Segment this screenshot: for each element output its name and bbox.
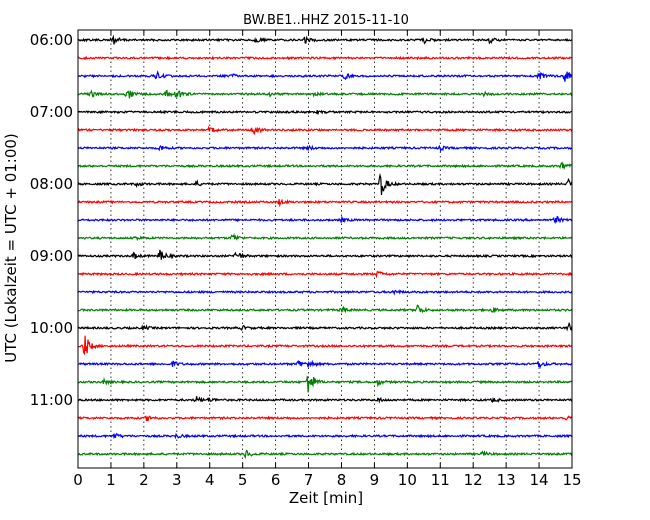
seismic-trace: [77, 109, 573, 115]
seismic-trace: [77, 249, 573, 260]
seismic-trace: [77, 233, 573, 242]
seismic-trace: [77, 161, 573, 171]
trace-group: [77, 34, 573, 460]
x-tick-label: 8: [337, 471, 347, 489]
seismic-trace: [77, 270, 573, 279]
seismic-trace: [77, 322, 573, 332]
seismic-trace: [77, 89, 573, 99]
x-tick-label: 11: [431, 471, 450, 489]
x-tick-label: 14: [530, 471, 549, 489]
x-tick-label: 9: [370, 471, 380, 489]
x-tick-label: 13: [497, 471, 516, 489]
x-tick-label: 4: [205, 471, 215, 489]
chart-title: BW.BE1..HHZ 2015-11-10: [243, 13, 409, 28]
seismic-trace: [77, 172, 573, 196]
y-tick-label: 11:00: [30, 391, 73, 409]
seismic-trace: [77, 69, 573, 82]
seismic-trace: [77, 125, 573, 135]
y-tick-label: 07:00: [30, 103, 73, 121]
seismic-trace: [77, 415, 573, 422]
y-tick-label: 06:00: [30, 31, 73, 49]
seismic-trace: [77, 432, 573, 440]
seismic-trace: [77, 55, 573, 61]
x-tick-label: 3: [172, 471, 182, 489]
seismic-trace: [77, 198, 573, 208]
x-tick-label: 0: [73, 471, 83, 489]
x-tick-label: 2: [139, 471, 149, 489]
x-tick-label: 5: [238, 471, 248, 489]
seismic-trace: [77, 215, 573, 225]
x-tick-label: 12: [464, 471, 483, 489]
seismic-trace: [77, 304, 573, 314]
x-tick-label: 6: [271, 471, 281, 489]
grid-lines: [110, 30, 540, 468]
y-tick-label: 10:00: [30, 319, 73, 337]
y-tick-label: 09:00: [30, 247, 73, 265]
y-axis-label: UTC (Lokalzeit = UTC + 01:00): [2, 133, 20, 363]
x-axis: 0 1 2 3 4 5 6 7 8 9 10 11 12 13 14 15: [73, 30, 582, 489]
plot-frame: [77, 29, 573, 469]
seismic-trace: [77, 289, 573, 296]
x-tick-label: 15: [562, 471, 581, 489]
x-tick-label: 10: [398, 471, 417, 489]
x-tick-label: 7: [304, 471, 314, 489]
seismic-trace: [77, 34, 573, 45]
x-tick-label: 1: [106, 471, 116, 489]
y-axis: 06:00 07:00 08:00 09:00 10:00 11:00: [30, 31, 83, 409]
seismic-trace: [77, 359, 573, 369]
seismic-trace: [78, 335, 573, 356]
seismic-trace: [77, 144, 573, 153]
seismic-trace: [77, 396, 573, 404]
seismic-trace: [78, 449, 573, 460]
y-tick-label: 08:00: [30, 175, 73, 193]
seismic-trace: [77, 376, 573, 393]
x-axis-label: Zeit [min]: [289, 489, 363, 507]
